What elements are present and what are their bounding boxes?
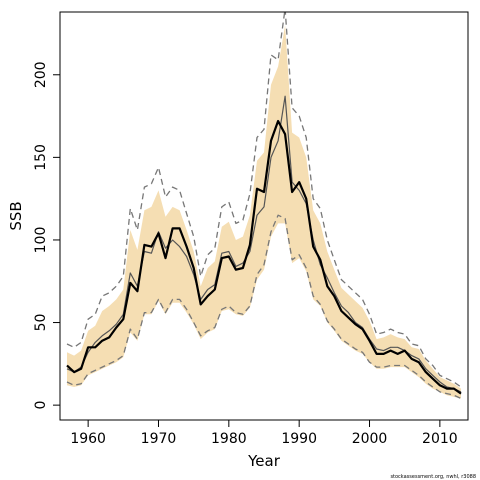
series-line-upper-dashed xyxy=(66,12,462,388)
x-tick-label: 2000 xyxy=(352,431,388,447)
y-tick-label: 200 xyxy=(33,61,49,88)
x-tick-label: 1990 xyxy=(281,431,317,447)
x-axis-label: Year xyxy=(247,452,281,470)
y-tick-label: 150 xyxy=(33,144,49,171)
series-line-secondary xyxy=(66,95,462,393)
x-tick-label: 2010 xyxy=(422,431,458,447)
y-tick-label: 0 xyxy=(33,401,49,410)
x-tick-label: 1970 xyxy=(141,431,177,447)
confidence-band-layer xyxy=(67,25,461,399)
series-line-lower-dashed xyxy=(66,214,462,400)
x-axis: 1960 1970 1980 1990 2000 2010 xyxy=(70,419,458,447)
series-line-estimate xyxy=(66,119,462,395)
y-axis: 0 50 100 150 200 xyxy=(33,61,61,410)
y-axis-label: SSB xyxy=(7,201,25,230)
x-tick-label: 1980 xyxy=(211,431,247,447)
confidence-band xyxy=(67,25,461,399)
footer-credit: stockassessment.org, nwhl, r3088 xyxy=(390,474,476,480)
series-lines-layer xyxy=(66,12,462,400)
x-tick-label: 1960 xyxy=(70,431,106,447)
y-tick-label: 50 xyxy=(33,314,49,332)
y-tick-label: 100 xyxy=(33,227,49,254)
